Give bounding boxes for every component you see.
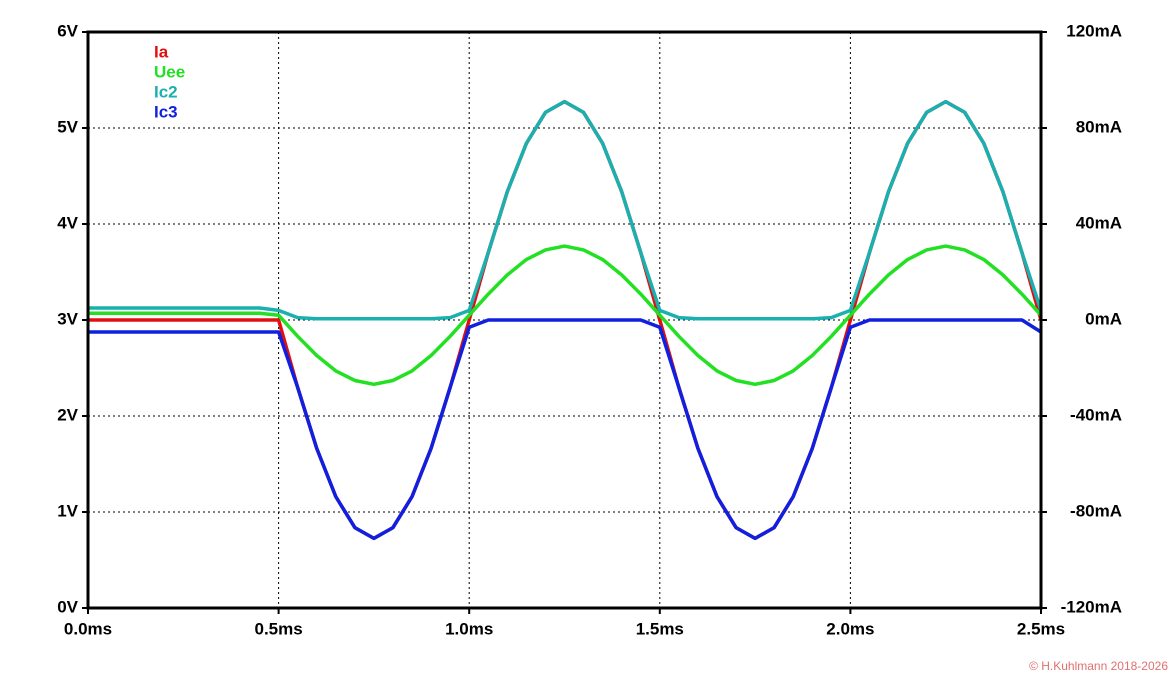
x-tick-label: 1.5ms [636, 619, 684, 638]
y-tick-label: 0V [57, 597, 78, 616]
x-tick-label: 0.5ms [254, 619, 302, 638]
y2-tick-label: 80mA [1076, 117, 1122, 136]
y-tick-label: 3V [57, 309, 78, 328]
y2-tick-label: 40mA [1076, 213, 1122, 232]
legend-entry: Ic2 [154, 82, 178, 101]
x-tick-label: 2.0ms [826, 619, 874, 638]
legend-entry: Uee [154, 62, 185, 81]
x-tick-label: 1.0ms [445, 619, 493, 638]
y-tick-label: 6V [57, 21, 78, 40]
y2-tick-label: 120mA [1066, 21, 1122, 40]
y-tick-label: 1V [57, 501, 78, 520]
series-line [88, 99, 1043, 321]
y2-tick-label: -40mA [1070, 405, 1122, 424]
y-tick-label: 2V [57, 405, 78, 424]
legend-entry: Ic3 [154, 102, 178, 121]
y-tick-label: 4V [57, 213, 78, 232]
legend-entry: Ia [154, 42, 169, 61]
series-line [88, 244, 1043, 387]
y-tick-label: 5V [57, 117, 78, 136]
y2-tick-label: 0mA [1085, 309, 1122, 328]
y2-tick-label: -120mA [1061, 597, 1122, 616]
x-tick-label: 2.5ms [1017, 619, 1065, 638]
x-tick-label: 0.0ms [64, 619, 112, 638]
credit: © H.Kuhlmann 2018-2026 [1029, 659, 1168, 673]
series-line [88, 318, 1042, 541]
y2-tick-label: -80mA [1070, 501, 1122, 520]
plot-frame [86, 30, 1043, 610]
